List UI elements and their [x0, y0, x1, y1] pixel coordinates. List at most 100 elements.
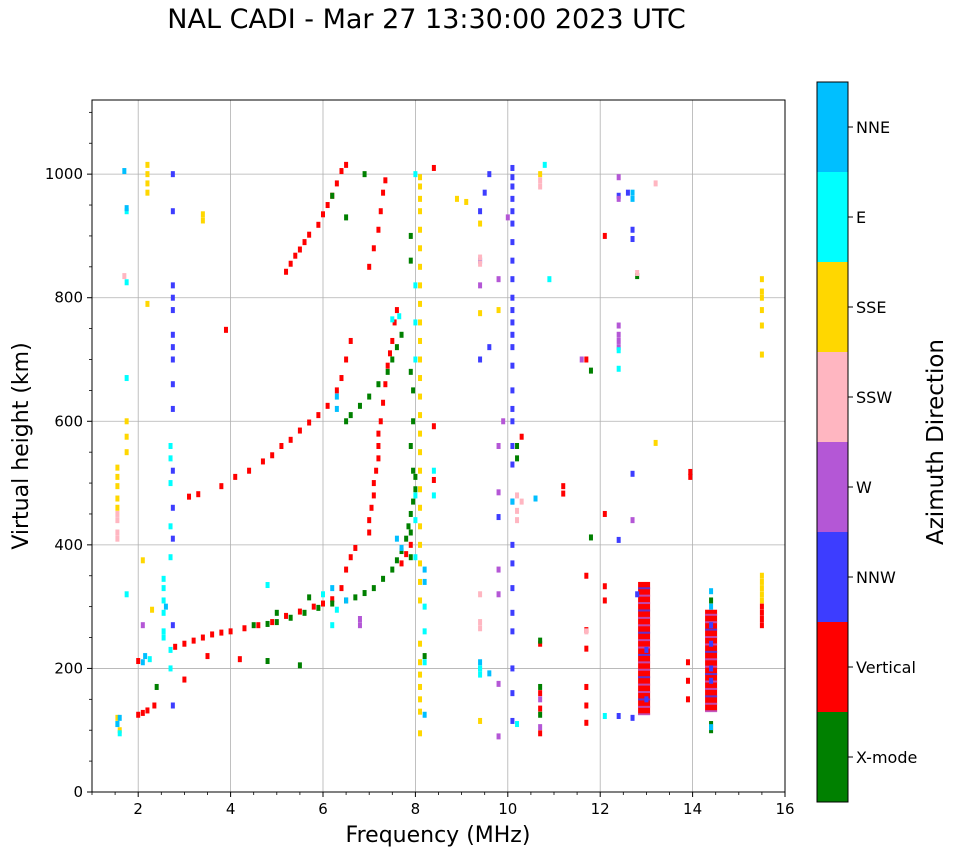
- data-point: [170, 622, 175, 629]
- data-point: [759, 572, 764, 579]
- data-point: [307, 419, 312, 426]
- data-point: [418, 640, 423, 647]
- data-point: [478, 282, 483, 289]
- data-band-stripe: [638, 653, 651, 656]
- data-point: [284, 268, 289, 275]
- colorbar-title: Azimuth Direction: [923, 339, 949, 545]
- data-point: [170, 208, 175, 215]
- data-point: [510, 560, 515, 567]
- data-point: [145, 189, 150, 196]
- data-point: [223, 326, 228, 333]
- data-point: [321, 600, 325, 607]
- data-point: [602, 713, 607, 720]
- data-point: [635, 591, 640, 598]
- data-point: [519, 498, 524, 505]
- data-point: [538, 696, 543, 703]
- data-point: [602, 510, 607, 517]
- y-axis-label: Virtual height (km): [9, 342, 34, 549]
- data-band-stripe: [705, 702, 718, 705]
- data-point: [418, 578, 423, 585]
- data-point: [392, 319, 397, 326]
- y-tick-label: 1000: [45, 165, 83, 183]
- data-point: [408, 554, 413, 561]
- data-point: [478, 220, 483, 227]
- colorbar-segment: [817, 712, 848, 802]
- data-point: [418, 337, 423, 344]
- data-point: [685, 677, 690, 684]
- data-point: [478, 717, 483, 724]
- data-point: [279, 443, 284, 449]
- data-point: [170, 356, 175, 363]
- data-point: [381, 575, 386, 582]
- data-point: [510, 498, 515, 505]
- data-point: [584, 356, 589, 363]
- data-band-stripe: [705, 695, 718, 698]
- data-point: [538, 730, 543, 737]
- data-point: [431, 476, 436, 483]
- data-point: [418, 449, 423, 456]
- data-point: [411, 498, 416, 505]
- data-point: [413, 282, 418, 289]
- data-point: [170, 504, 175, 511]
- data-point: [348, 554, 353, 561]
- data-point: [170, 282, 175, 289]
- data-point: [383, 177, 388, 184]
- data-point: [616, 713, 621, 720]
- data-point: [124, 591, 129, 598]
- colorbar-segment: [817, 352, 848, 442]
- data-point: [413, 171, 418, 178]
- data-point: [510, 208, 515, 215]
- data-point: [413, 517, 418, 524]
- data-point: [418, 486, 423, 493]
- data-point: [510, 276, 515, 283]
- data-point: [510, 443, 515, 449]
- data-point: [200, 634, 205, 641]
- data-point: [510, 585, 515, 592]
- data-point: [478, 619, 483, 626]
- data-point: [431, 467, 436, 474]
- data-point: [759, 351, 764, 358]
- data-point: [709, 588, 714, 595]
- data-point: [418, 659, 423, 666]
- data-point: [115, 473, 120, 480]
- data-point: [418, 504, 423, 511]
- data-band-stripe: [705, 710, 718, 713]
- data-point: [510, 609, 515, 616]
- data-band-stripe: [638, 713, 651, 716]
- data-band-stripe: [638, 639, 651, 642]
- colorbar-label: E: [856, 208, 866, 227]
- data-point: [124, 205, 129, 212]
- data-point: [759, 622, 764, 629]
- data-point: [170, 702, 175, 709]
- data-point: [538, 637, 543, 644]
- data-point: [200, 211, 205, 218]
- data-point: [413, 554, 418, 561]
- data-point: [381, 189, 386, 196]
- data-point: [616, 347, 621, 354]
- data-point: [339, 375, 344, 382]
- data-point: [321, 591, 325, 598]
- data-point: [399, 544, 404, 551]
- data-point: [635, 273, 640, 280]
- data-point: [418, 730, 423, 737]
- data-point: [284, 612, 289, 619]
- data-point: [478, 659, 483, 666]
- data-point: [288, 614, 293, 621]
- data-point: [431, 423, 436, 430]
- data-point: [115, 464, 120, 471]
- data-point: [307, 594, 312, 601]
- data-point: [759, 276, 764, 283]
- data-point: [478, 254, 483, 261]
- data-point: [418, 174, 423, 181]
- data-point: [759, 585, 764, 592]
- data-point: [464, 198, 469, 205]
- data-point: [325, 202, 330, 209]
- data-point: [170, 307, 175, 314]
- data-point: [274, 619, 279, 626]
- data-point: [196, 491, 201, 498]
- data-point: [418, 597, 423, 604]
- data-point: [376, 381, 381, 388]
- data-point: [478, 665, 483, 672]
- data-point: [182, 640, 187, 647]
